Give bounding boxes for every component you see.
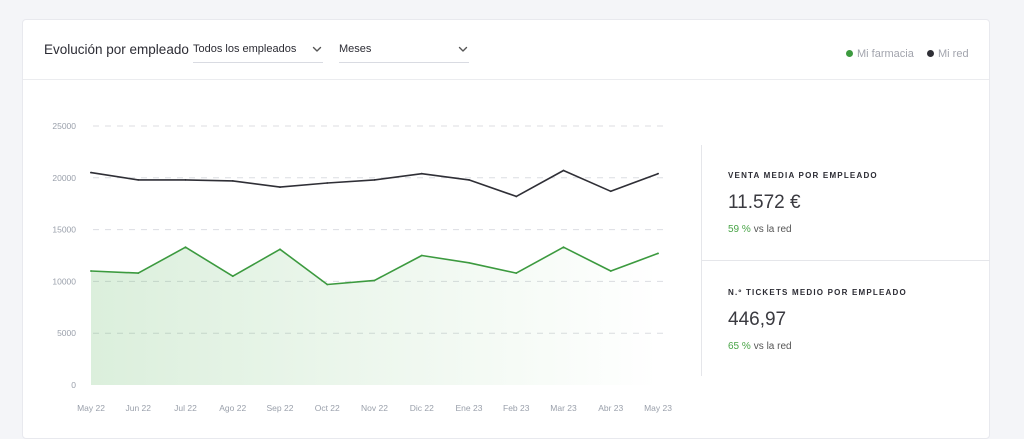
kpi-avg-sales: VENTA MEDIA POR EMPLEADO 11.572 € 59 % vs… (728, 171, 878, 235)
x-tick-label: Jun 22 (125, 403, 151, 413)
data-point (184, 246, 187, 249)
evolution-card: Evolución por empleado Todos los emplead… (22, 19, 990, 439)
x-tick-label: Feb 23 (503, 403, 530, 413)
data-point (90, 171, 92, 174)
line-chart: 0 5000 10000 15000 20000 25000 May 22 Jun 22 Jul… (52, 121, 672, 413)
kpi-value: 446,97 (728, 309, 787, 330)
employee-select-value: Todos los empleados (193, 43, 297, 55)
legend-label: Mi farmacia (857, 48, 914, 60)
x-tick-label: Mar 23 (550, 403, 577, 413)
data-point (609, 190, 612, 193)
series-line (90, 169, 659, 198)
data-point (562, 169, 565, 172)
x-tick-label: May 22 (77, 403, 105, 413)
data-point (562, 246, 565, 249)
period-select[interactable]: Meses (339, 37, 469, 63)
legend-item-mi-red[interactable]: Mi red (927, 48, 969, 60)
legend-dot (846, 50, 853, 57)
data-point (609, 270, 612, 272)
chevron-down-icon (312, 46, 322, 52)
kpi-compare-text: vs la red (753, 224, 792, 235)
legend-label: Mi red (938, 48, 969, 60)
data-point (657, 172, 659, 175)
x-tick-label: Abr 23 (598, 403, 623, 413)
y-tick-label: 25000 (52, 121, 76, 131)
data-point (420, 254, 423, 257)
area-fill (91, 247, 658, 385)
y-tick-label: 15000 (52, 225, 76, 235)
employee-select[interactable]: Todos los empleados (193, 37, 323, 63)
y-tick-label: 5000 (57, 328, 76, 338)
y-tick-label: 20000 (52, 173, 76, 183)
data-point (373, 279, 376, 282)
data-point (137, 272, 140, 275)
legend-dot (927, 50, 934, 57)
data-point (184, 178, 187, 181)
y-tick-label: 0 (71, 380, 76, 390)
x-tick-label: Sep 22 (267, 403, 294, 413)
kpi-percent: 65 % (728, 341, 751, 352)
data-point (515, 272, 518, 275)
data-point (279, 186, 281, 189)
x-tick-label: Dic 22 (410, 403, 434, 413)
period-select-value: Meses (339, 43, 372, 55)
kpi-divider (701, 145, 702, 376)
kpi-avg-tickets: N.º TICKETS MEDIO POR EMPLEADO 446,97 65… (728, 288, 907, 352)
kpi-label: VENTA MEDIA POR EMPLEADO (728, 171, 878, 180)
chevron-down-icon (458, 46, 468, 52)
card-title: Evolución por empleado (44, 42, 189, 57)
x-tick-label: Nov 22 (361, 403, 388, 413)
legend-item-mi-farmacia[interactable]: Mi farmacia (846, 48, 914, 60)
data-point (468, 261, 470, 264)
data-point (279, 248, 281, 251)
x-tick-label: May 23 (644, 403, 672, 413)
x-tick-label: Oct 22 (315, 403, 340, 413)
x-tick-label: Ene 23 (456, 403, 483, 413)
kpi-label: N.º TICKETS MEDIO POR EMPLEADO (728, 288, 907, 297)
data-point (657, 252, 659, 255)
data-point (515, 195, 518, 198)
data-point (231, 180, 234, 182)
data-point (231, 275, 234, 278)
data-point (90, 270, 92, 272)
data-point (326, 182, 329, 184)
kpi-compare-text: vs la red (753, 341, 792, 352)
y-tick-label: 10000 (52, 276, 76, 286)
x-tick-label: Jul 22 (174, 403, 197, 413)
card-header: Evolución por empleado Todos los emplead… (23, 20, 989, 80)
data-point (373, 178, 376, 181)
kpi-compare: 59 % vs la red (728, 224, 878, 235)
data-point (326, 283, 329, 286)
data-point (137, 178, 140, 181)
data-point (468, 178, 470, 181)
kpi-percent: 59 % (728, 224, 751, 235)
kpi-compare: 65 % vs la red (728, 341, 907, 352)
x-tick-label: Ago 22 (219, 403, 246, 413)
kpi-separator (702, 260, 990, 261)
kpi-value: 11.572 € (728, 192, 801, 213)
data-point (420, 172, 423, 175)
